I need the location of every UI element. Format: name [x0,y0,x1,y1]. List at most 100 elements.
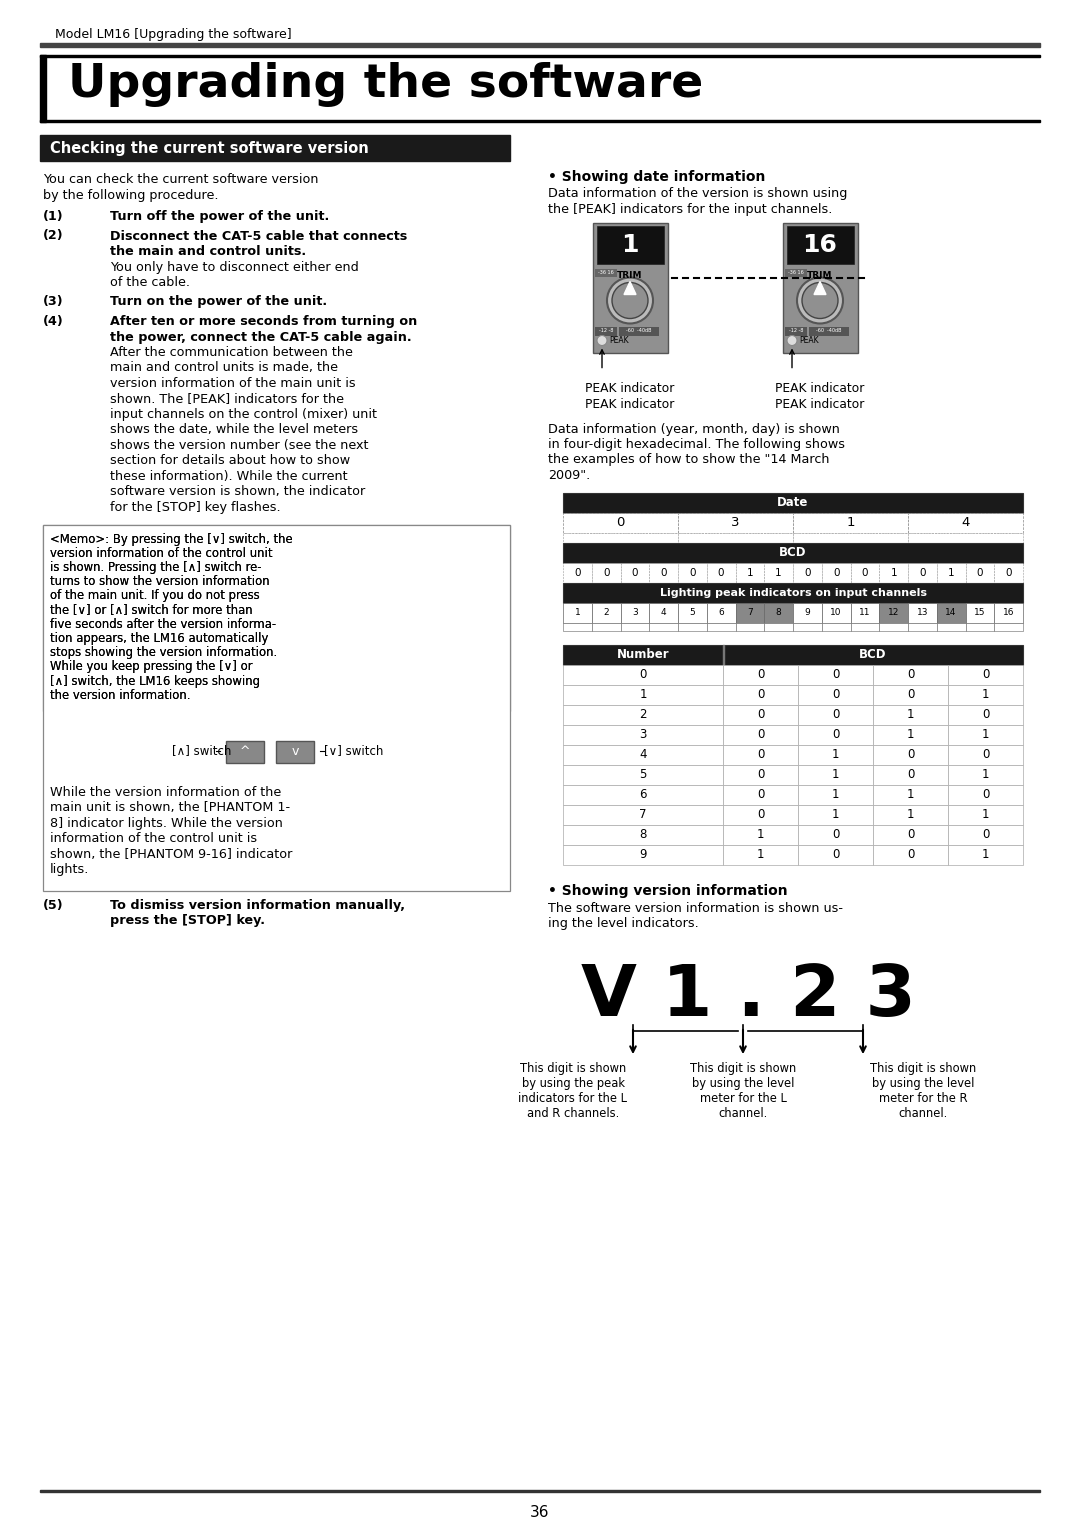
Text: 1: 1 [639,688,647,700]
Text: PEAK: PEAK [799,336,819,345]
Text: Disconnect the CAT-5 cable that connects: Disconnect the CAT-5 cable that connects [110,229,407,243]
Bar [43,525,510,711]
Text: 1: 1 [982,688,989,700]
Circle shape [612,282,648,319]
Text: 0: 0 [757,668,765,681]
Text: 0: 0 [757,688,765,700]
Bar [723,685,798,705]
Text: 0: 0 [907,768,914,781]
Text: [∧] switch, the LM16 keeps showing: [∧] switch, the LM16 keeps showing [50,674,260,688]
Text: [∧] switch, the LM16 keeps showing: [∧] switch, the LM16 keeps showing [50,674,260,688]
Text: 8] indicator lights. While the version: 8] indicator lights. While the version [50,816,283,830]
Text: 3: 3 [632,607,638,617]
Text: -36 16: -36 16 [788,270,804,275]
Text: 16: 16 [802,232,837,256]
Bar [873,725,948,745]
Text: While you keep pressing the [∨] or: While you keep pressing the [∨] or [50,661,253,673]
Text: in four-digit hexadecimal. The following shows: in four-digit hexadecimal. The following… [548,438,845,452]
Bar [948,705,1023,725]
Circle shape [597,336,607,345]
Text: 0: 0 [689,568,696,577]
Bar [948,664,1023,685]
Text: This digit is shown
by using the peak
indicators for the L
and R channels.: This digit is shown by using the peak in… [518,1062,627,1120]
Text: PEAK indicator: PEAK indicator [775,397,865,410]
Text: BCD: BCD [780,546,807,559]
Text: 0: 0 [832,728,839,742]
Text: 10: 10 [831,607,842,617]
Text: PEAK indicator: PEAK indicator [775,383,865,395]
Text: 0: 0 [617,516,624,530]
Bar [563,685,723,705]
Text: This digit is shown
by using the level
meter for the L
channel.: This digit is shown by using the level m… [690,1062,796,1120]
Bar [563,745,723,765]
Text: v: v [292,745,299,758]
Text: 1: 1 [832,787,839,801]
Text: 0: 0 [639,668,647,681]
Text: (2): (2) [43,229,64,243]
Text: 4: 4 [661,607,666,617]
Bar [873,784,948,804]
Text: <Memo>: By pressing the [∨] switch, the: <Memo>: By pressing the [∨] switch, the [50,533,293,545]
Text: 0: 0 [757,787,765,801]
Text: 1: 1 [832,807,839,821]
Text: lights.: lights. [50,864,90,876]
Circle shape [802,282,838,319]
Bar [563,705,723,725]
Text: 1: 1 [982,768,989,781]
Text: 1: 1 [982,728,989,742]
Text: 1: 1 [907,728,915,742]
Text: shows the date, while the level meters: shows the date, while the level meters [110,424,359,436]
Text: (1): (1) [43,211,64,223]
Text: Lighting peak indicators on input channels: Lighting peak indicators on input channe… [660,588,927,598]
Text: While you keep pressing the [∨] or: While you keep pressing the [∨] or [50,661,253,673]
Text: 16: 16 [1003,607,1014,617]
Text: 1: 1 [982,848,989,861]
Text: 0: 0 [757,807,765,821]
Text: 1: 1 [832,748,839,761]
Bar [563,493,1023,513]
Text: shown. The [PEAK] indicators for the: shown. The [PEAK] indicators for the [110,392,345,406]
Bar [563,824,723,844]
Text: 1: 1 [832,768,839,781]
Text: 0: 0 [660,568,666,577]
Text: 0: 0 [907,668,914,681]
Text: 14: 14 [945,607,957,617]
Bar [43,525,510,891]
Bar [723,784,798,804]
Text: 1: 1 [847,516,854,530]
Text: input channels on the control (mixer) unit: input channels on the control (mixer) un… [110,407,377,421]
Bar [966,603,995,623]
Text: 0: 0 [757,768,765,781]
Text: 0: 0 [632,568,638,577]
Text: While the version information of the: While the version information of the [50,786,281,800]
Bar [563,765,723,784]
Text: • Showing date information: • Showing date information [548,169,766,185]
Bar [948,745,1023,765]
Text: Data information (year, month, day) is shown: Data information (year, month, day) is s… [548,423,840,435]
Text: 0: 0 [982,787,989,801]
Bar [851,603,879,623]
Bar [723,644,1023,664]
Text: the power, connect the CAT-5 cable again.: the power, connect the CAT-5 cable again… [110,331,411,343]
Text: Number: Number [617,649,670,661]
Bar [948,725,1023,745]
Bar [798,725,873,745]
Text: turns to show the version information: turns to show the version information [50,575,270,588]
Text: 1: 1 [746,568,753,577]
Text: Upgrading the software: Upgrading the software [68,63,703,107]
Text: 0: 0 [907,848,914,861]
Bar [765,563,793,583]
Bar [873,664,948,685]
Bar [785,327,807,336]
Text: is shown. Pressing the [∧] switch re-: is shown. Pressing the [∧] switch re- [50,562,261,574]
Text: BCD: BCD [860,649,887,661]
Text: 0: 0 [919,568,926,577]
Bar [723,705,798,725]
Text: You only have to disconnect either end: You only have to disconnect either end [110,261,359,273]
Text: (4): (4) [43,314,64,328]
Bar [563,623,592,630]
Bar [735,603,765,623]
Bar [873,804,948,824]
Text: shown, the [PHANTOM 9-16] indicator: shown, the [PHANTOM 9-16] indicator [50,848,293,861]
Text: (3): (3) [43,296,64,308]
